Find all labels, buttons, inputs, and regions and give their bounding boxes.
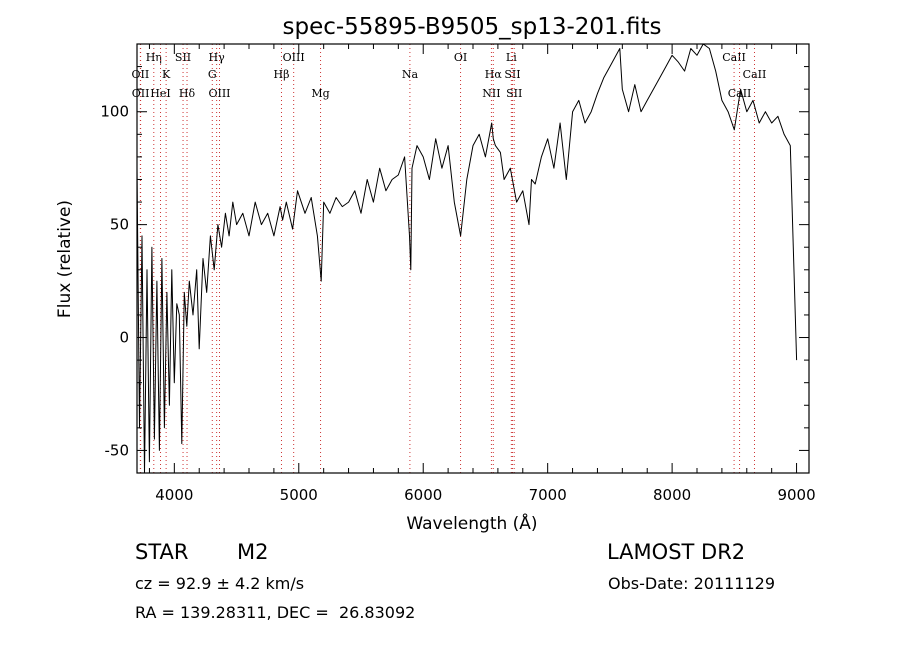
- x-axis-label: Wavelength (Å): [406, 512, 537, 534]
- line-marker-label: NII: [482, 87, 500, 100]
- line-marker-label: K: [162, 68, 171, 81]
- line-marker-label: OIII: [283, 51, 305, 64]
- line-marker-label: HeI: [150, 87, 170, 100]
- redshift-text: cz = 92.9 ± 4.2 km/s: [135, 574, 305, 593]
- x-tick-label: 8000: [653, 486, 691, 504]
- line-marker-label: OII: [132, 87, 150, 100]
- line-marker-label: SII: [504, 68, 520, 81]
- spectrum-line: [137, 44, 798, 473]
- y-tick-label: -50: [105, 441, 130, 459]
- chart-title: spec-55895-B9505_sp13-201.fits: [283, 14, 662, 40]
- line-marker-label: SII: [175, 51, 191, 64]
- line-marker-label: Hγ: [209, 51, 226, 64]
- coordinates-text: RA = 139.28311, DEC = 26.83092: [135, 603, 416, 622]
- x-tick-label: 9000: [777, 486, 815, 504]
- line-marker-label: OIII: [208, 87, 230, 100]
- line-marker-label: OII: [132, 68, 150, 81]
- survey-label: LAMOST DR2: [607, 540, 746, 564]
- x-tick-label: 5000: [280, 486, 318, 504]
- line-marker-label: Hβ: [274, 68, 290, 81]
- subclass-label: M2: [237, 540, 269, 564]
- plot-frame: [136, 43, 810, 474]
- line-marker-label: G: [208, 68, 217, 81]
- line-marker-label: Hδ: [179, 87, 196, 100]
- y-tick-label: 100: [100, 103, 129, 121]
- spectrum-plot: spec-55895-B9505_sp13-201.fits OII OII Hη H…: [55, 14, 816, 534]
- line-marker-label: OI: [454, 51, 467, 64]
- x-tick-label: 6000: [404, 486, 442, 504]
- line-marker-label: Hα: [485, 68, 503, 81]
- x-tick-label: 4000: [155, 486, 193, 504]
- x-tick-label: 7000: [529, 486, 567, 504]
- line-marker-label: CaII: [722, 51, 746, 64]
- line-markers: OII OII Hη HeI K SII Hδ Hγ G OIII OIII Hβ Mg Na OI Hα NI…: [132, 44, 767, 473]
- spectrum-series: [137, 44, 798, 473]
- line-marker-label: Na: [402, 68, 419, 81]
- line-marker-label: Hη: [146, 51, 162, 64]
- class-label: STAR: [135, 540, 189, 564]
- line-marker-label: CaII: [743, 68, 767, 81]
- axes: 4000 5000 6000 7000 8000 9000 -50 0 50 100: [100, 43, 816, 504]
- y-axis-label: Flux (relative): [55, 200, 75, 318]
- line-marker-label: SII: [506, 87, 522, 100]
- y-tick-label: 50: [110, 216, 129, 234]
- y-tick-label: 0: [119, 329, 129, 347]
- obs-date-text: Obs-Date: 20111129: [608, 574, 776, 593]
- line-marker-label: Mg: [311, 87, 329, 100]
- line-marker-label: Li: [506, 51, 517, 64]
